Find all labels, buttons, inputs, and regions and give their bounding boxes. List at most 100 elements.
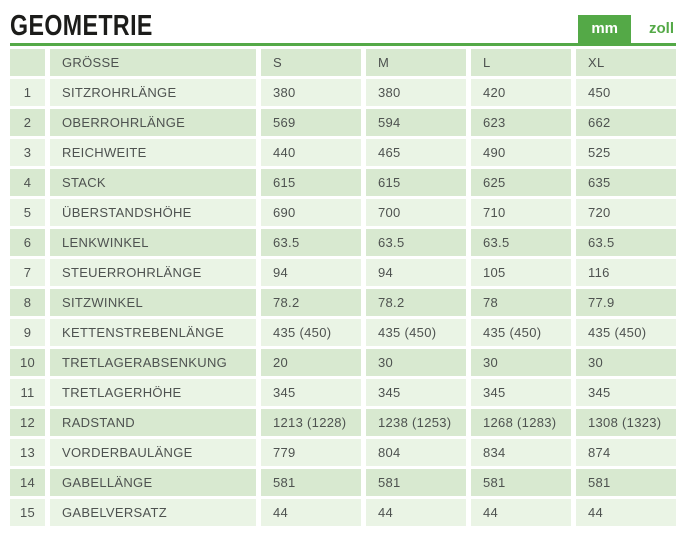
value-cell-m: 30 [366,349,466,376]
value-cell-xl: 77.9 [576,289,676,316]
value-cell-xl: 581 [576,469,676,496]
row-number-cell: 1 [10,79,45,106]
row-number-cell: 13 [10,439,45,466]
value-cell-xl: 874 [576,439,676,466]
value-cell-m: 345 [366,379,466,406]
value-cell-l: 345 [471,379,571,406]
page-title: GEOMETRIE [10,10,153,43]
value-cell-m: 63.5 [366,229,466,256]
value-cell-xl: 435 (450) [576,319,676,346]
row-number-cell: 5 [10,199,45,226]
value-cell-m: 380 [366,79,466,106]
value-cell-l: 78 [471,289,571,316]
value-cell-m: 44 [366,499,466,526]
value-cell-m: 594 [366,109,466,136]
value-cell-xl: 525 [576,139,676,166]
column-header-groesse: GRÖSSE [50,49,256,76]
row-number-cell: 11 [10,379,45,406]
value-cell-l: 435 (450) [471,319,571,346]
value-cell-xl: 662 [576,109,676,136]
value-cell-m: 1238 (1253) [366,409,466,436]
value-cell-m: 435 (450) [366,319,466,346]
row-label-cell: GABELVERSATZ [50,499,256,526]
value-cell-m: 700 [366,199,466,226]
column-header-s: S [261,49,361,76]
value-cell-l: 490 [471,139,571,166]
row-label-cell: KETTENSTREBENLÄNGE [50,319,256,346]
unit-toggle: mm zoll [578,15,676,43]
value-cell-l: 63.5 [471,229,571,256]
value-cell-s: 435 (450) [261,319,361,346]
value-cell-s: 581 [261,469,361,496]
value-cell-l: 834 [471,439,571,466]
unit-zoll-button[interactable]: zoll [631,15,676,43]
value-cell-s: 615 [261,169,361,196]
value-cell-xl: 30 [576,349,676,376]
value-cell-s: 63.5 [261,229,361,256]
row-number-cell: 2 [10,109,45,136]
row-number-cell: 10 [10,349,45,376]
value-cell-m: 581 [366,469,466,496]
value-cell-l: 44 [471,499,571,526]
value-cell-xl: 116 [576,259,676,286]
value-cell-xl: 44 [576,499,676,526]
row-number-cell: 9 [10,319,45,346]
row-label-cell: STEUERROHRLÄNGE [50,259,256,286]
value-cell-m: 615 [366,169,466,196]
row-number-cell: 15 [10,499,45,526]
row-number-cell: 8 [10,289,45,316]
value-cell-s: 690 [261,199,361,226]
value-cell-m: 94 [366,259,466,286]
row-label-cell: STACK [50,169,256,196]
row-label-cell: SITZWINKEL [50,289,256,316]
row-label-cell: SITZROHRLÄNGE [50,79,256,106]
row-number-cell: 6 [10,229,45,256]
value-cell-xl: 345 [576,379,676,406]
row-number-cell: 14 [10,469,45,496]
value-cell-s: 44 [261,499,361,526]
row-label-cell: RADSTAND [50,409,256,436]
value-cell-s: 380 [261,79,361,106]
value-cell-xl: 450 [576,79,676,106]
corner-cell [10,49,45,76]
value-cell-s: 94 [261,259,361,286]
column-header-m: M [366,49,466,76]
row-number-cell: 12 [10,409,45,436]
value-cell-m: 465 [366,139,466,166]
value-cell-m: 78.2 [366,289,466,316]
accent-divider [10,43,676,46]
header-bar: GEOMETRIE mm zoll [10,6,676,43]
row-label-cell: REICHWEITE [50,139,256,166]
unit-mm-button[interactable]: mm [578,15,631,43]
row-label-cell: LENKWINKEL [50,229,256,256]
value-cell-s: 20 [261,349,361,376]
row-label-cell: GABELLÄNGE [50,469,256,496]
value-cell-l: 30 [471,349,571,376]
geometry-page: GEOMETRIE mm zoll GRÖSSE S M L XL 1 SITZR… [10,6,676,526]
value-cell-m: 804 [366,439,466,466]
row-label-cell: TRETLAGERABSENKUNG [50,349,256,376]
row-label-cell: OBERROHRLÄNGE [50,109,256,136]
value-cell-s: 440 [261,139,361,166]
value-cell-xl: 1308 (1323) [576,409,676,436]
row-number-cell: 4 [10,169,45,196]
value-cell-l: 710 [471,199,571,226]
column-header-xl: XL [576,49,676,76]
value-cell-s: 78.2 [261,289,361,316]
value-cell-s: 569 [261,109,361,136]
value-cell-s: 1213 (1228) [261,409,361,436]
geometry-table: GRÖSSE S M L XL 1 SITZROHRLÄNGE 380 380 420 4… [10,49,676,526]
value-cell-xl: 720 [576,199,676,226]
row-label-cell: ÜBERSTANDSHÖHE [50,199,256,226]
column-header-l: L [471,49,571,76]
row-number-cell: 3 [10,139,45,166]
row-label-cell: VORDERBAULÄNGE [50,439,256,466]
value-cell-l: 581 [471,469,571,496]
value-cell-l: 623 [471,109,571,136]
value-cell-l: 105 [471,259,571,286]
row-label-cell: TRETLAGERHÖHE [50,379,256,406]
value-cell-xl: 635 [576,169,676,196]
row-number-cell: 7 [10,259,45,286]
value-cell-l: 625 [471,169,571,196]
value-cell-s: 779 [261,439,361,466]
